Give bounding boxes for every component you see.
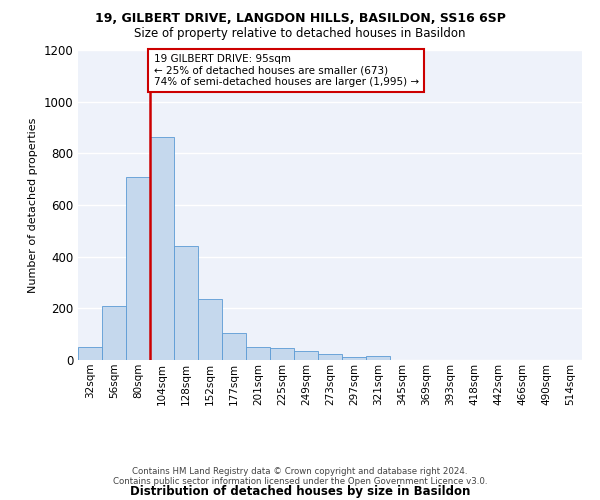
Bar (366, 356, 390, 360)
Text: Size of property relative to detached houses in Basildon: Size of property relative to detached ho… (134, 28, 466, 40)
Bar (174, 246, 198, 360)
Text: Contains HM Land Registry data © Crown copyright and database right 2024.: Contains HM Land Registry data © Crown c… (132, 467, 468, 476)
Bar (246, 347, 270, 360)
Bar (198, 300, 222, 360)
Text: Contains public sector information licensed under the Open Government Licence v3: Contains public sector information licen… (113, 477, 487, 486)
Y-axis label: Number of detached properties: Number of detached properties (28, 118, 38, 292)
Bar (270, 348, 294, 360)
Bar (78, 347, 102, 360)
Bar (318, 354, 342, 360)
Bar (150, 136, 174, 360)
Text: Distribution of detached houses by size in Basildon: Distribution of detached houses by size … (130, 484, 470, 498)
Text: 19 GILBERT DRIVE: 95sqm
← 25% of detached houses are smaller (673)
74% of semi-d: 19 GILBERT DRIVE: 95sqm ← 25% of detache… (154, 54, 419, 87)
Text: 19, GILBERT DRIVE, LANGDON HILLS, BASILDON, SS16 6SP: 19, GILBERT DRIVE, LANGDON HILLS, BASILD… (95, 12, 505, 26)
Bar (342, 358, 366, 360)
Bar (294, 351, 318, 360)
Bar (102, 306, 126, 360)
Bar (126, 176, 150, 360)
Bar (222, 333, 246, 360)
